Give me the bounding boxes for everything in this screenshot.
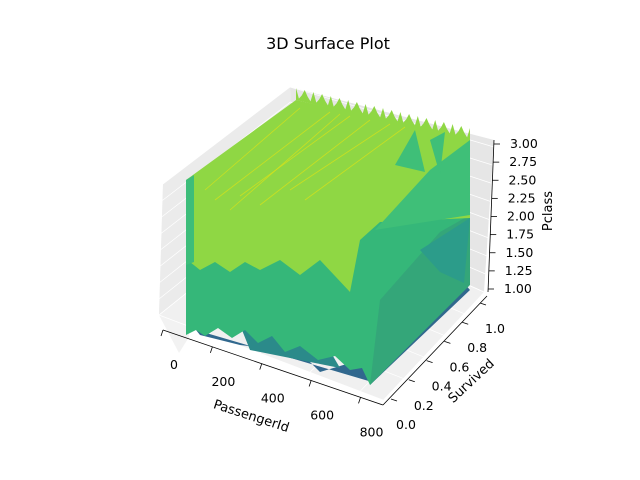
surface-left-side [186, 175, 194, 265]
axis-ticks: 0 200 400 600 800 0.0 0.2 0.4 0.6 0.8 1.0 1.00 1.25 1… [160, 136, 538, 439]
chart-title: 3D Surface Plot [266, 34, 390, 53]
z-axis-line [487, 139, 495, 293]
x-tick-label: 800 [360, 424, 384, 439]
surface-top-notch-1 [395, 130, 425, 172]
z-tick-label: 1.50 [506, 245, 534, 260]
z-tick-label: 3.00 [510, 136, 538, 151]
x-tick-mark [358, 397, 361, 404]
z-tick-label: 1.75 [506, 227, 534, 242]
surface-top-face [186, 100, 470, 292]
x-tick-label: 0 [170, 357, 178, 372]
surface-mid-right-shade [420, 218, 470, 283]
z-tick-label: 1.25 [505, 263, 533, 278]
surface-streak [289, 123, 391, 191]
y-tick-label: 0.8 [467, 340, 487, 355]
x-tick-label: 600 [310, 408, 334, 423]
z-tick-label: 2.50 [509, 172, 537, 187]
surface-streak [229, 113, 341, 211]
surface [186, 88, 470, 385]
x-tick-mark [259, 363, 263, 370]
surface-top-notch-2 [430, 132, 445, 175]
y-axis-line [382, 295, 488, 406]
y-tick-mark [462, 321, 469, 325]
axis-lines [162, 139, 495, 406]
surface-streak [204, 107, 301, 191]
z-axis-label: Pclass [541, 191, 556, 231]
x-tick-mark [308, 380, 312, 387]
y-tick-label: 0.2 [414, 398, 434, 413]
z-tick-label: 2.00 [507, 209, 535, 224]
y-tick-mark [390, 398, 398, 402]
y-tick-label: 0.0 [396, 417, 416, 432]
x-tick-label: 400 [261, 391, 285, 406]
surface-streak [304, 126, 406, 201]
z-tick-label: 2.75 [509, 154, 537, 169]
y-tick-mark [426, 360, 433, 363]
y-tick-mark [408, 379, 415, 383]
surface-streak [214, 111, 331, 201]
y-tick-mark [444, 341, 451, 344]
y-tick-label: 1.0 [485, 321, 505, 336]
surface-top-edge [296, 88, 470, 142]
z-tick-label: 1.00 [504, 281, 532, 296]
x-tick-mark [210, 346, 213, 353]
z-tick-label: 2.25 [508, 190, 536, 205]
y-tick-label: 0.6 [449, 359, 469, 374]
y-tick-mark [479, 302, 487, 306]
surface-streak [259, 119, 371, 206]
x-tick-mark [160, 329, 164, 337]
x-tick-label: 200 [211, 374, 235, 389]
surface-streak [239, 115, 351, 197]
y-tick-label: 0.4 [432, 379, 452, 394]
surface-top-dip [375, 140, 470, 230]
x-axis-line [162, 329, 384, 406]
